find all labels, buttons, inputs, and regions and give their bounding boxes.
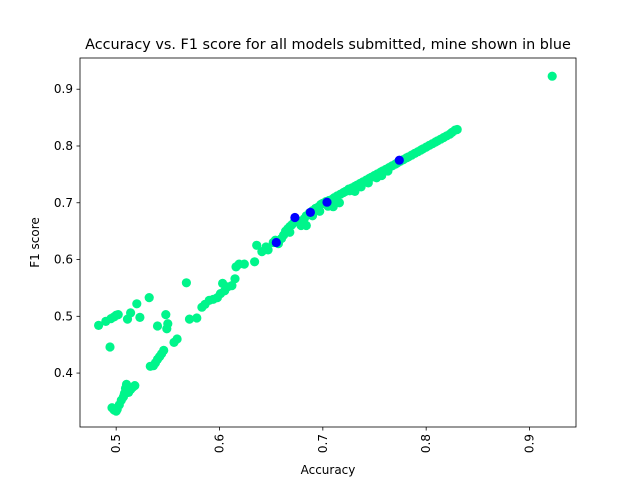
other-model-point	[285, 227, 295, 237]
y-axis-label: F1 score	[28, 217, 42, 268]
other-model-point	[181, 278, 191, 288]
my-model-point	[290, 212, 300, 223]
y-tick-label: 0.5	[54, 309, 73, 323]
other-model-point	[105, 342, 115, 352]
other-model-point	[184, 314, 195, 324]
other-model-point	[172, 334, 182, 344]
y-tick-label: 0.9	[54, 82, 73, 96]
other-model-point	[363, 178, 373, 188]
x-tick-label: 0.9	[523, 434, 537, 453]
other-model-point	[334, 198, 344, 208]
plot-area-background	[80, 58, 576, 427]
other-model-point	[239, 259, 249, 269]
other-model-point	[192, 313, 202, 323]
other-model-point	[252, 240, 262, 250]
my-model-point	[322, 197, 332, 207]
other-model-point	[94, 320, 104, 330]
x-tick-label: 0.8	[419, 434, 433, 453]
points-layer	[94, 71, 557, 416]
x-axis-label: Accuracy	[301, 463, 356, 477]
other-model-point	[383, 166, 393, 176]
other-model-point	[135, 312, 145, 322]
other-model-point	[132, 299, 142, 309]
y-axis: 0.4 0.5 0.6 0.7 0.8 0.9	[54, 82, 80, 380]
other-model-point	[163, 319, 173, 329]
other-model-point	[130, 381, 140, 391]
my-model-point	[271, 237, 281, 248]
y-tick-label: 0.6	[54, 253, 73, 267]
other-model-point	[113, 310, 123, 320]
other-model-point	[356, 182, 366, 192]
other-model-point	[250, 257, 260, 267]
other-model-point	[144, 293, 154, 303]
other-model-point	[301, 220, 311, 231]
x-tick-label: 0.7	[316, 434, 330, 453]
other-model-point	[161, 310, 171, 320]
my-model-point	[394, 155, 404, 165]
y-tick-label: 0.8	[54, 139, 73, 153]
x-tick-label: 0.5	[109, 434, 123, 453]
chart-title: Accuracy vs. F1 score for all models sub…	[85, 37, 571, 53]
x-axis: 0.5 0.6 0.7 0.8 0.9	[109, 427, 537, 453]
other-model-point	[159, 345, 169, 355]
other-model-point	[230, 274, 240, 284]
y-tick-label: 0.4	[54, 366, 73, 380]
other-model-point	[263, 245, 273, 255]
x-tick-label: 0.6	[213, 434, 227, 453]
y-tick-label: 0.7	[54, 196, 73, 210]
other-model-point	[547, 71, 557, 81]
my-model-point	[305, 207, 315, 217]
other-model-point	[315, 206, 325, 216]
other-model-point	[126, 308, 136, 318]
other-model-point	[452, 124, 462, 135]
plot-area-frame	[79, 57, 577, 428]
other-model-point	[152, 321, 163, 331]
my-models-series	[271, 155, 404, 248]
